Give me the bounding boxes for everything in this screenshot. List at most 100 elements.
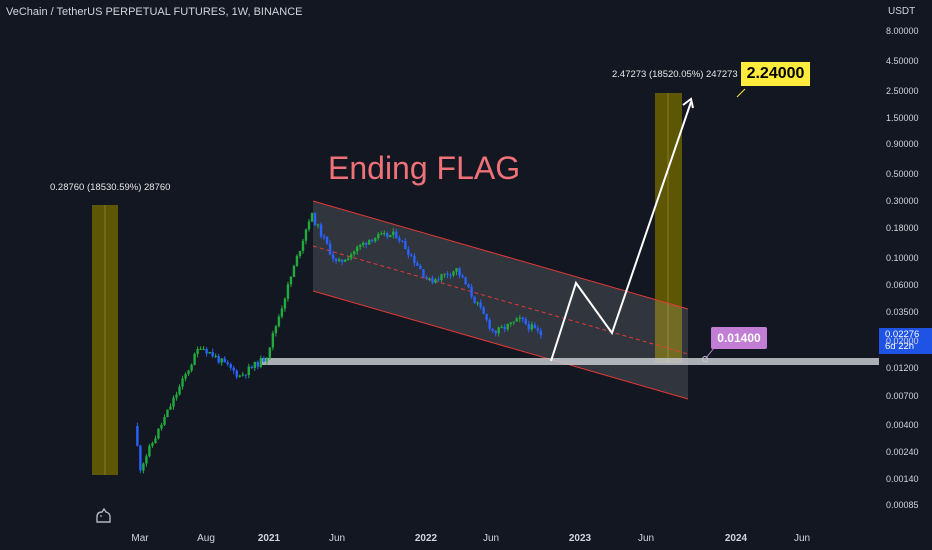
candle-body	[512, 321, 515, 323]
candle-body	[319, 224, 323, 237]
candle-body	[169, 406, 172, 410]
current-price-value: 0.02276	[885, 329, 920, 340]
candle-body	[410, 255, 413, 257]
candle-body	[449, 274, 452, 276]
y-tick-label: 0.00240	[886, 446, 919, 457]
x-tick-label: Jun	[793, 533, 811, 544]
candle-body	[500, 326, 503, 328]
candle-body	[148, 445, 151, 457]
channel-lower-line	[312, 290, 689, 400]
candle-body	[211, 351, 214, 357]
x-tick-label: Mar	[131, 533, 149, 544]
y-tick-label: 0.00140	[886, 474, 919, 485]
support-zone	[261, 358, 879, 365]
candle-body	[172, 397, 175, 407]
candle-body	[214, 355, 217, 357]
target-price-label: 2.24000	[741, 62, 810, 86]
left-measure-label: 0.28760 (18530.59%) 28760	[50, 182, 171, 193]
candle-body	[259, 358, 263, 367]
candle-body	[331, 254, 335, 259]
candle-body	[392, 231, 395, 235]
candle-body	[289, 276, 293, 285]
candle-body	[343, 260, 347, 262]
x-tick-label: 2021	[257, 533, 281, 544]
candle-body	[509, 322, 512, 324]
y-tick-label: 4.50000	[886, 55, 919, 66]
candle-body	[328, 243, 332, 255]
candle-body	[404, 240, 407, 250]
candle-body	[334, 258, 338, 262]
candle-body	[536, 328, 540, 331]
candle-body	[253, 361, 257, 369]
candle-body	[175, 394, 178, 398]
candle-body	[473, 296, 476, 303]
candle-body	[440, 274, 443, 281]
candle-body	[527, 324, 531, 330]
candle-body	[374, 238, 377, 242]
candle-body	[271, 333, 275, 348]
currency-label: USDT	[888, 6, 916, 17]
candle-body	[205, 348, 208, 354]
candle-body	[166, 409, 169, 418]
candle-body	[452, 271, 455, 276]
candle-body	[494, 330, 497, 334]
candle-body	[244, 374, 247, 376]
candle-body	[295, 255, 299, 266]
candle-body	[226, 362, 229, 365]
candle-body	[437, 279, 440, 281]
candle-body	[401, 240, 404, 242]
candle-body	[346, 258, 350, 261]
x-tick-label: Jun	[637, 533, 655, 544]
candle-body	[470, 287, 473, 297]
candle-body	[446, 273, 449, 275]
candle-body	[524, 319, 527, 325]
y-tick-label: 0.02000	[886, 336, 919, 347]
projection-path	[550, 101, 692, 362]
candle-body	[208, 351, 211, 354]
candle-body	[515, 318, 518, 322]
candle-body	[235, 370, 238, 377]
candle-body	[355, 246, 359, 252]
candle-body	[256, 361, 260, 367]
candle-body	[340, 259, 344, 262]
candle-body	[419, 265, 422, 270]
y-tick-label: 0.00700	[886, 390, 919, 401]
tradingview-logo-icon	[94, 505, 114, 530]
candle-body	[503, 326, 506, 330]
candle-body	[413, 255, 416, 263]
candle-body	[232, 367, 235, 371]
candle-body	[151, 443, 154, 446]
candle-body	[277, 316, 281, 327]
candle-body	[217, 355, 220, 363]
x-tick-label: 2024	[724, 533, 748, 544]
y-tick-label: 0.00085	[886, 500, 919, 511]
support-anchor-marker	[702, 356, 708, 362]
candle-body	[443, 273, 446, 275]
candle-body	[425, 276, 428, 279]
candle-body	[160, 424, 163, 429]
candle-body	[280, 308, 284, 317]
candle-body	[337, 259, 341, 262]
y-tick-label: 0.90000	[886, 139, 919, 149]
candle-body	[145, 456, 148, 464]
bar-countdown: 6d 22h	[885, 341, 915, 352]
candle-body	[139, 445, 142, 471]
candle-body	[265, 357, 269, 362]
candle-body	[395, 231, 398, 239]
candle-body	[506, 323, 509, 330]
candle-body	[377, 234, 380, 239]
y-tick-label: 0.01200	[886, 363, 919, 373]
candle-body	[238, 375, 241, 377]
chart-title: Ending FLAG	[328, 150, 521, 186]
target-callout-line	[736, 88, 746, 98]
candle-body	[193, 353, 196, 365]
support-callout-line	[705, 347, 715, 359]
candle-body	[322, 236, 326, 238]
candle-body	[497, 327, 500, 334]
candle-body	[434, 279, 437, 283]
support-price-label: 0.01400	[711, 327, 767, 349]
candle-body	[521, 317, 524, 320]
candle-body	[187, 370, 190, 375]
candle-body	[539, 330, 543, 336]
